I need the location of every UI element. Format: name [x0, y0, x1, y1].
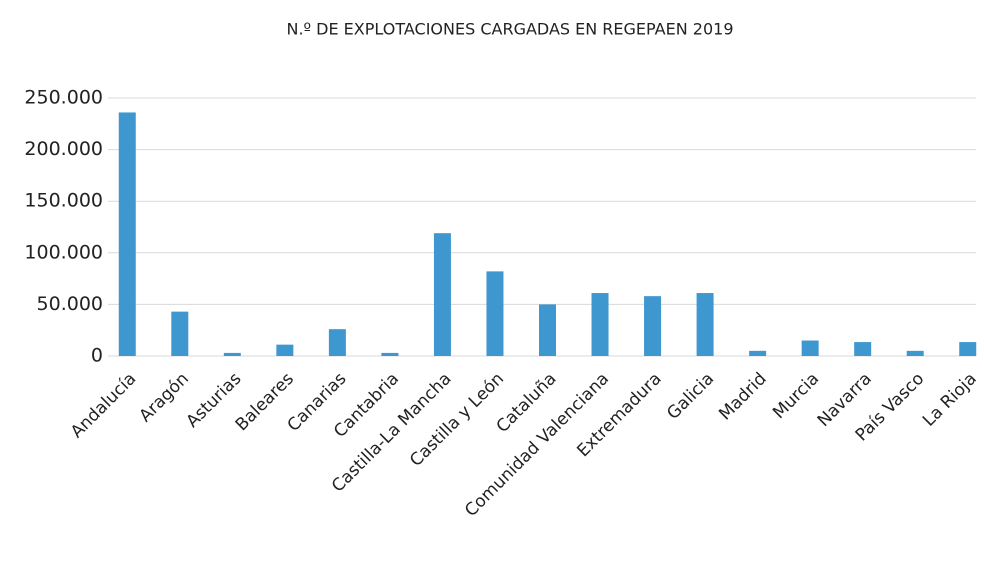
y-tick-label: 250.000	[24, 87, 103, 109]
y-tick-label: 150.000	[24, 190, 103, 212]
y-tick-label: 200.000	[24, 138, 103, 160]
x-tick-label: La Rioja	[919, 369, 981, 431]
bar	[171, 311, 189, 356]
bar	[223, 352, 241, 356]
bar	[801, 340, 819, 356]
y-tick-label: 0	[91, 345, 103, 367]
bar	[749, 350, 767, 356]
x-tick-label: Castilla y León	[406, 369, 508, 471]
bar	[433, 233, 451, 356]
bar	[118, 112, 136, 356]
chart-title: N.º DE EXPLOTACIONES CARGADAS EN REGEPAE…	[286, 20, 733, 39]
bar	[906, 350, 924, 356]
bar	[276, 344, 294, 356]
y-tick-label: 50.000	[37, 293, 103, 315]
bar	[486, 271, 504, 356]
y-tick-label: 100.000	[24, 241, 103, 263]
x-tick-label: Madrid	[715, 369, 770, 424]
bar	[696, 293, 714, 356]
bar	[591, 293, 609, 356]
bar	[959, 342, 977, 356]
x-tick-label: Andalucía	[67, 369, 140, 442]
bar	[539, 304, 556, 356]
bar	[328, 329, 346, 356]
bar	[381, 352, 399, 356]
x-tick-label: Galicia	[663, 369, 718, 424]
bar	[854, 342, 872, 356]
bar	[644, 296, 662, 356]
